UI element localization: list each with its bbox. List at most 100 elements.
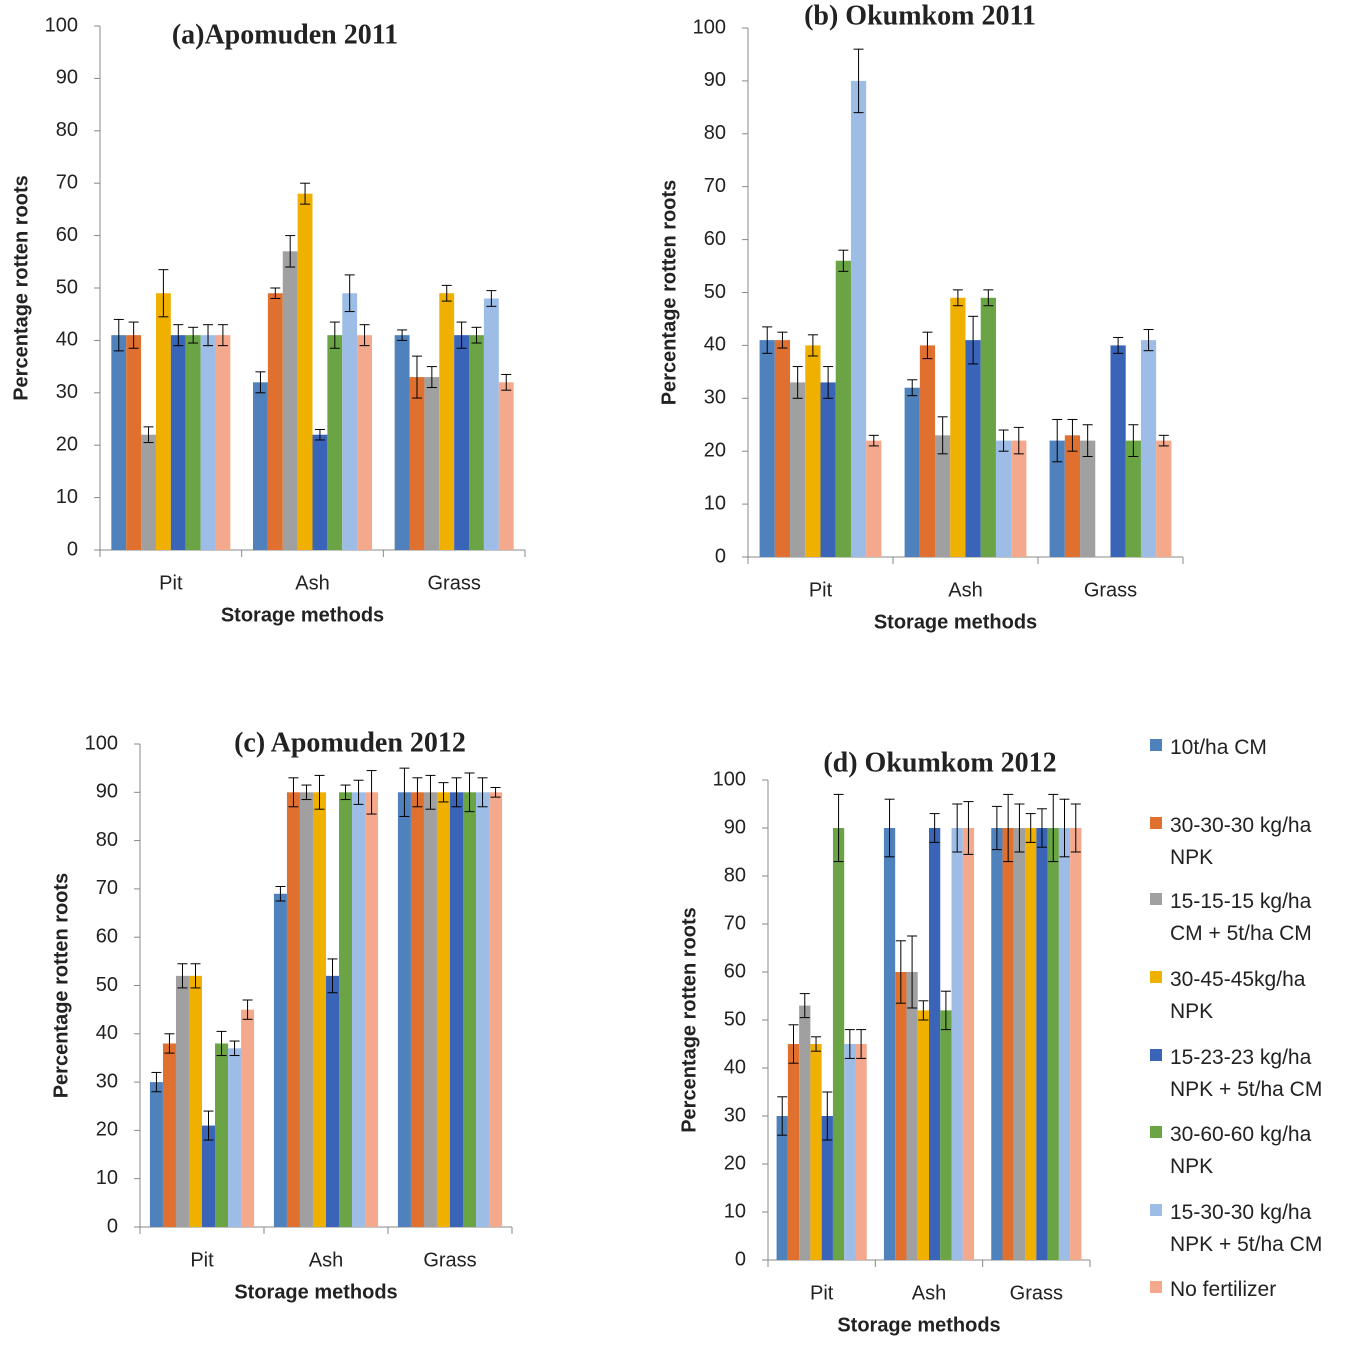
legend-entry: 30-45-45kg/ha NPK (1150, 964, 1348, 1028)
bar (906, 972, 918, 1260)
bar (498, 382, 514, 550)
y-tick-label: 20 (704, 439, 726, 461)
bar (991, 828, 1003, 1260)
bar (935, 435, 951, 557)
y-tick-label: 30 (704, 387, 726, 409)
y-tick-label: 90 (56, 67, 78, 89)
bar (141, 434, 156, 550)
bar (155, 293, 171, 550)
y-tick-label: 90 (96, 781, 118, 803)
bar (483, 298, 499, 550)
bar (1036, 828, 1048, 1260)
y-tick-label: 0 (715, 545, 726, 567)
bar (904, 387, 920, 557)
y-tick-label: 50 (96, 974, 118, 996)
bar (790, 382, 806, 557)
y-tick-label: 30 (56, 381, 78, 403)
legend-swatch (1150, 817, 1162, 829)
bar (776, 1116, 788, 1260)
bar (469, 335, 484, 550)
bar (267, 293, 283, 550)
y-axis-label: Percentage rotten roots (678, 907, 700, 1133)
bar (980, 297, 996, 557)
bar (917, 1010, 929, 1260)
bar (454, 335, 470, 550)
bar (282, 251, 298, 550)
bar (1002, 828, 1014, 1260)
y-tick-label: 60 (96, 925, 118, 947)
bar (312, 792, 326, 1227)
bar (273, 893, 287, 1227)
x-tick-label: Ash (295, 572, 329, 594)
chart-title: (d) Okumkom 2012 (823, 747, 1056, 778)
bar (357, 335, 372, 550)
legend-label: 30-30-30 kg/ha NPK (1170, 814, 1312, 869)
bar (253, 382, 268, 550)
y-tick-label: 50 (704, 281, 726, 303)
chart-title: (a)Apomuden 2011 (172, 19, 398, 50)
bar (215, 335, 231, 550)
bar (1110, 345, 1126, 557)
x-tick-label: Pit (810, 1282, 834, 1304)
bar (866, 440, 882, 557)
bar (342, 293, 358, 550)
bar (327, 335, 343, 550)
bar (111, 335, 127, 550)
bar (835, 260, 851, 557)
bar (352, 792, 366, 1227)
bar (215, 1043, 229, 1227)
y-tick-label: 50 (56, 276, 78, 298)
y-tick-label: 60 (724, 960, 746, 982)
legend-entry: 10t/ha CM (1150, 732, 1348, 764)
bar (805, 345, 821, 557)
y-axis-label: Percentage rotten roots (658, 180, 680, 406)
legend-entry: 15-15-15 kg/ha CM + 5t/ha CM (1150, 886, 1348, 950)
x-tick-label: Pit (809, 579, 833, 601)
y-tick-label: 10 (724, 1200, 746, 1222)
y-tick-label: 70 (56, 171, 78, 193)
legend-swatch (1150, 893, 1162, 905)
y-tick-label: 90 (724, 816, 746, 838)
legend-label: 30-60-60 kg/ha NPK (1170, 1123, 1312, 1178)
bar (950, 297, 966, 557)
chart-title: (b) Okumkom 2011 (804, 0, 1036, 31)
legend-label: No fertilizer (1170, 1278, 1277, 1301)
bar (883, 828, 896, 1260)
bar (489, 792, 503, 1227)
bar (951, 828, 963, 1260)
bar (409, 377, 425, 550)
bar (855, 1044, 867, 1260)
bar (995, 440, 1012, 557)
x-tick-label: Grass (1084, 579, 1137, 601)
chart-title: (c) Apomuden 2012 (234, 727, 466, 758)
bar (1070, 828, 1082, 1260)
legend-label: 15-30-30 kg/ha NPK + 5t/ha CM (1170, 1201, 1323, 1256)
y-tick-label: 40 (704, 334, 726, 356)
bar (228, 1048, 242, 1227)
y-tick-label: 100 (45, 14, 78, 36)
bar (175, 975, 189, 1227)
x-tick-label: Pit (159, 572, 183, 594)
x-axis-label: Storage methods (234, 1281, 397, 1303)
y-tick-label: 0 (107, 1215, 118, 1237)
bar (1064, 435, 1081, 557)
y-axis-label: Percentage rotten roots (50, 873, 72, 1099)
bar (1156, 440, 1172, 557)
bar (1058, 828, 1071, 1260)
y-tick-label: 100 (85, 732, 118, 754)
y-tick-label: 40 (96, 1022, 118, 1044)
bar (397, 792, 411, 1227)
x-axis-label: Storage methods (221, 604, 384, 626)
y-tick-label: 10 (56, 486, 78, 508)
y-tick-label: 30 (724, 1104, 746, 1126)
y-tick-label: 20 (724, 1152, 746, 1174)
bar (1025, 828, 1037, 1260)
bar (162, 1043, 176, 1227)
legend-label: 10t/ha CM (1170, 736, 1267, 759)
bar (799, 1005, 811, 1260)
x-tick-label: Ash (948, 579, 982, 601)
bar (312, 434, 328, 550)
y-tick-label: 50 (724, 1008, 746, 1030)
y-tick-label: 70 (96, 877, 118, 899)
y-tick-label: 0 (67, 538, 78, 560)
